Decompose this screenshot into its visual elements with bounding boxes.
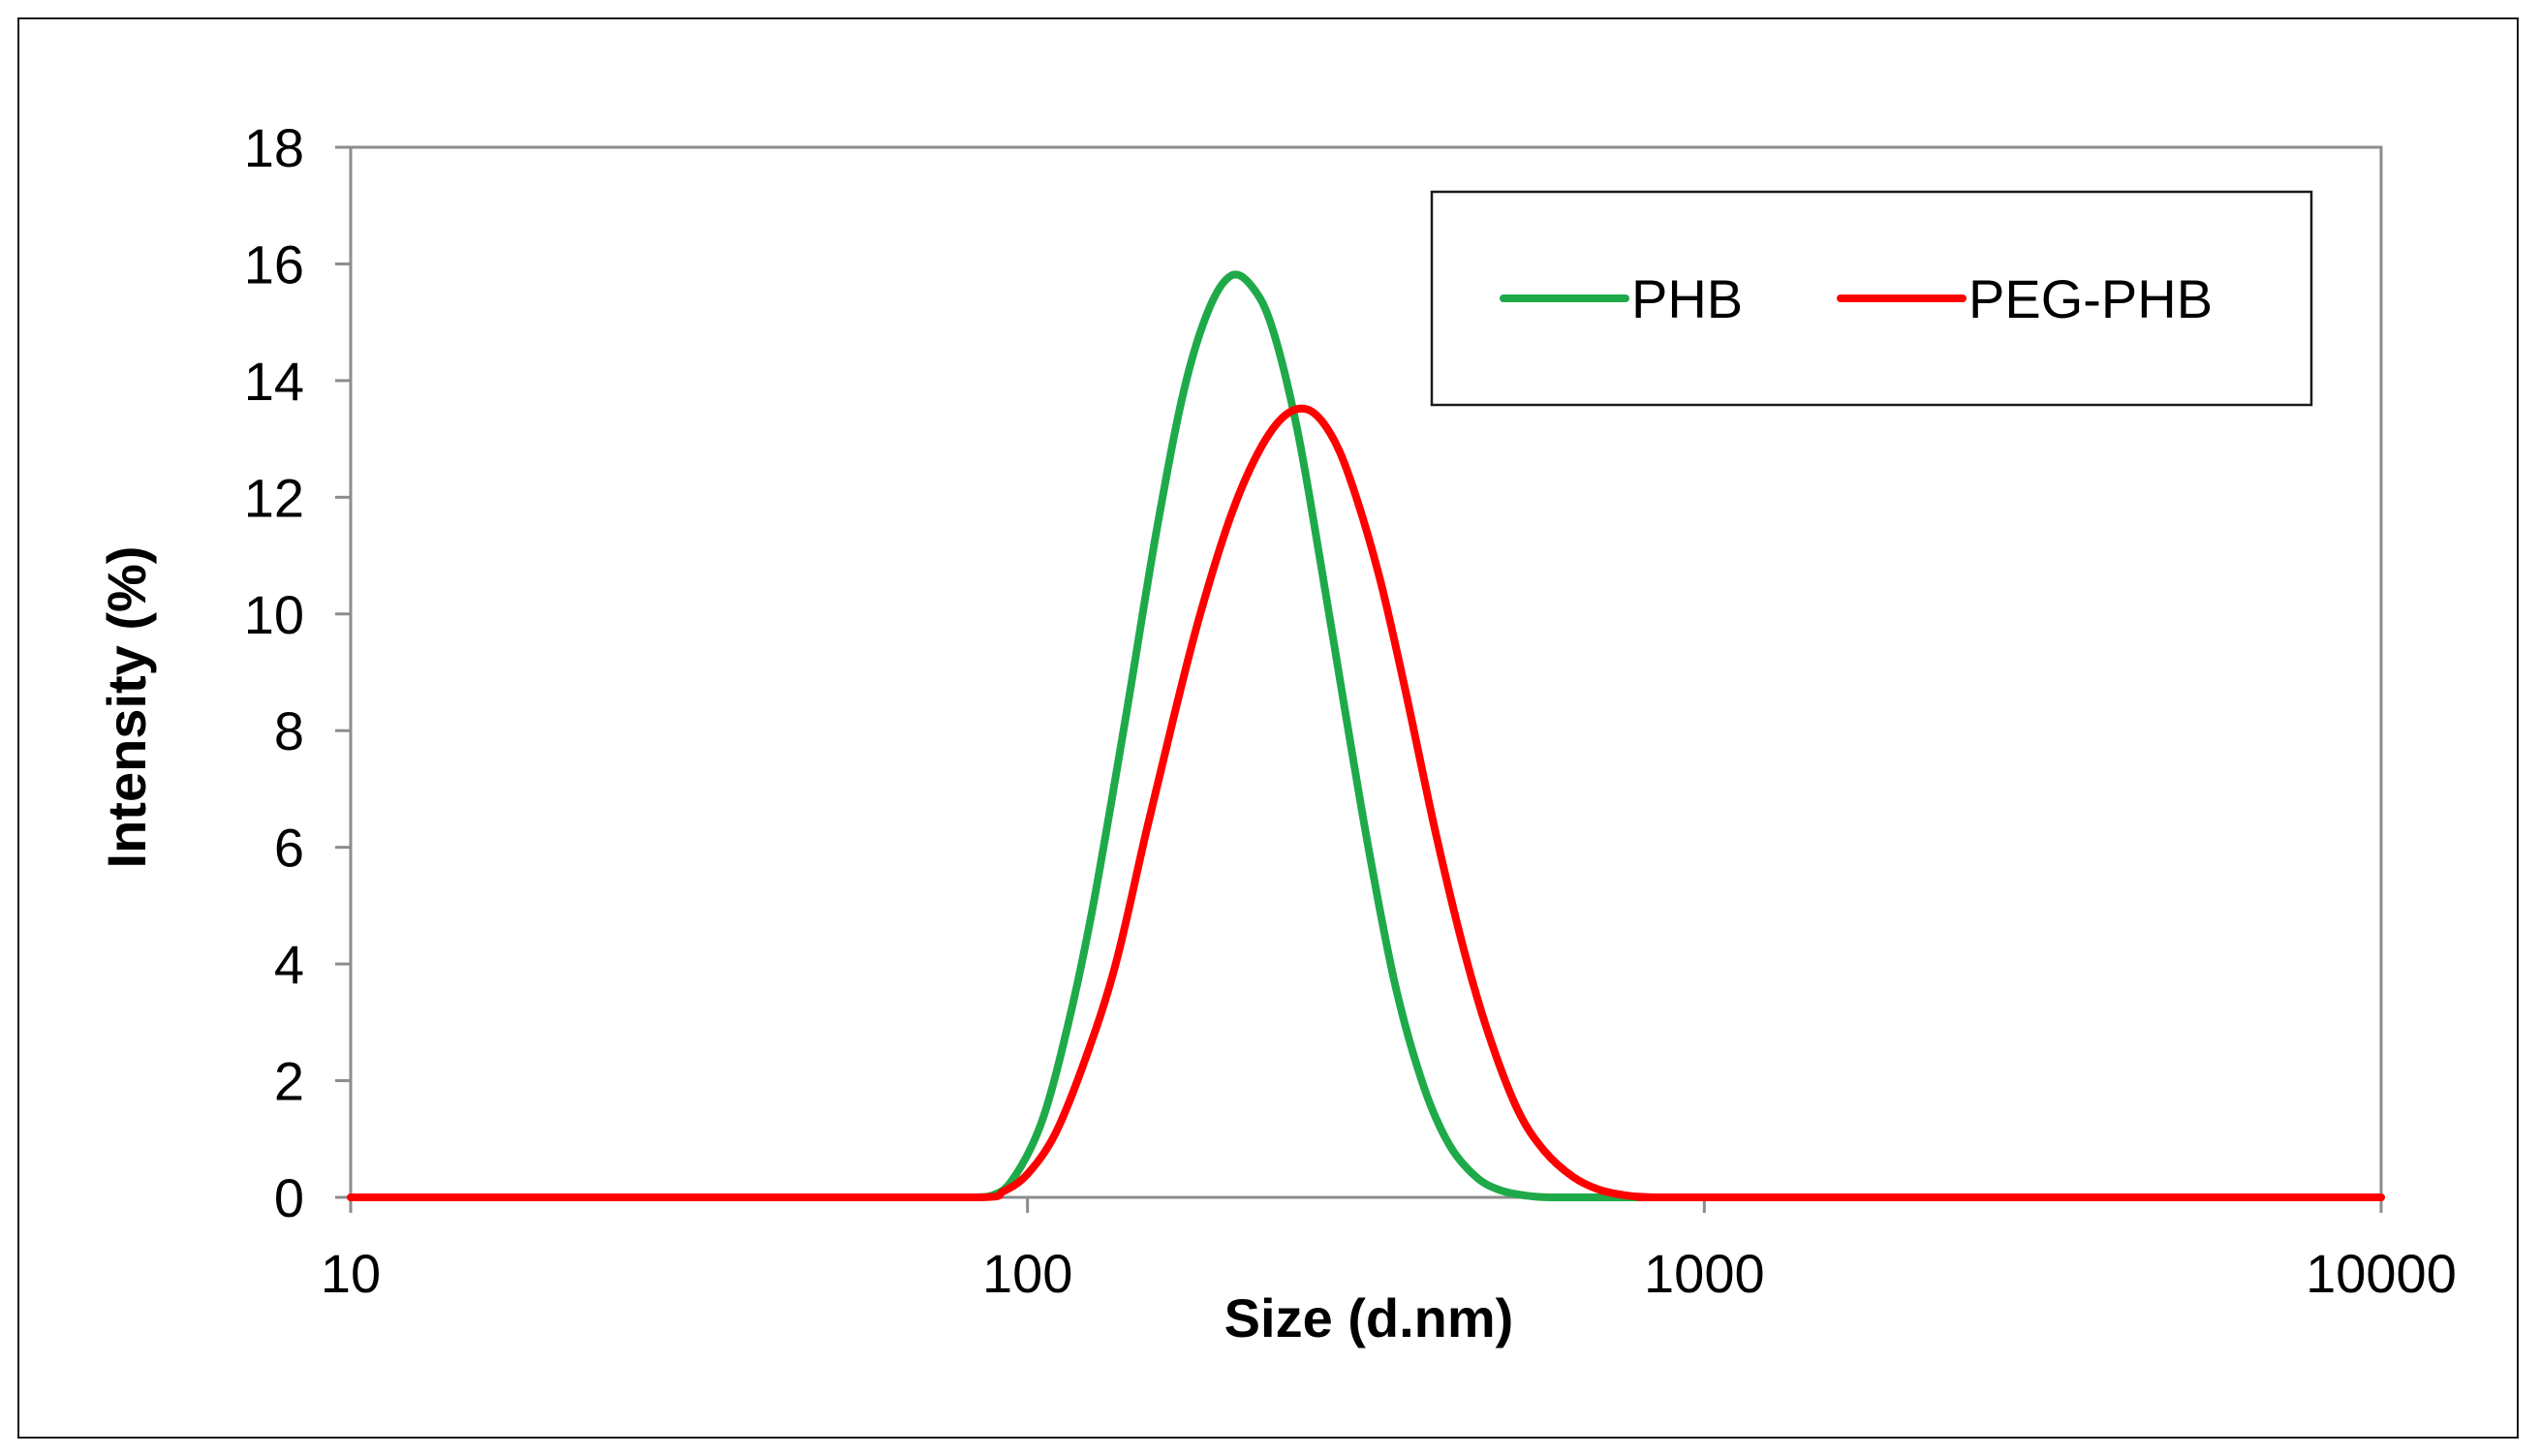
series-line-phb (347, 270, 2385, 1202)
y-tick-label: 2 (274, 1051, 304, 1112)
y-tick-label: 14 (244, 351, 304, 412)
y-tick-label: 12 (244, 467, 304, 528)
y-tick-label: 10 (244, 584, 304, 645)
axis-ticks: 0 2 4 6 8 10 12 14 16 18 10 100 1000 10000 (244, 117, 2457, 1304)
y-tick-label: 6 (274, 818, 304, 879)
x-tick-label: 10 (321, 1243, 381, 1304)
legend-label-peg-phb: PEG-PHB (1968, 268, 2213, 329)
x-tick-label: 1000 (1644, 1243, 1765, 1304)
series-line-peg-phb (347, 404, 2385, 1202)
series-lines (347, 270, 2385, 1202)
y-tick-label: 0 (274, 1167, 304, 1228)
plot-border (349, 145, 2383, 1199)
y-tick-label: 4 (274, 934, 304, 995)
legend-label-phb: PHB (1631, 268, 1743, 329)
y-axis-title: Intensity (%) (96, 546, 157, 869)
x-axis-title: Size (d.nm) (1224, 1287, 1514, 1348)
legend: PHB PEG-PHB (1430, 190, 2313, 407)
y-tick-label: 8 (274, 700, 304, 761)
y-tick-label: 18 (244, 117, 304, 178)
y-tick-label: 16 (244, 233, 304, 294)
x-tick-label: 100 (982, 1243, 1072, 1304)
plot-area (349, 145, 2383, 1199)
x-tick-label: 10000 (2306, 1243, 2457, 1304)
